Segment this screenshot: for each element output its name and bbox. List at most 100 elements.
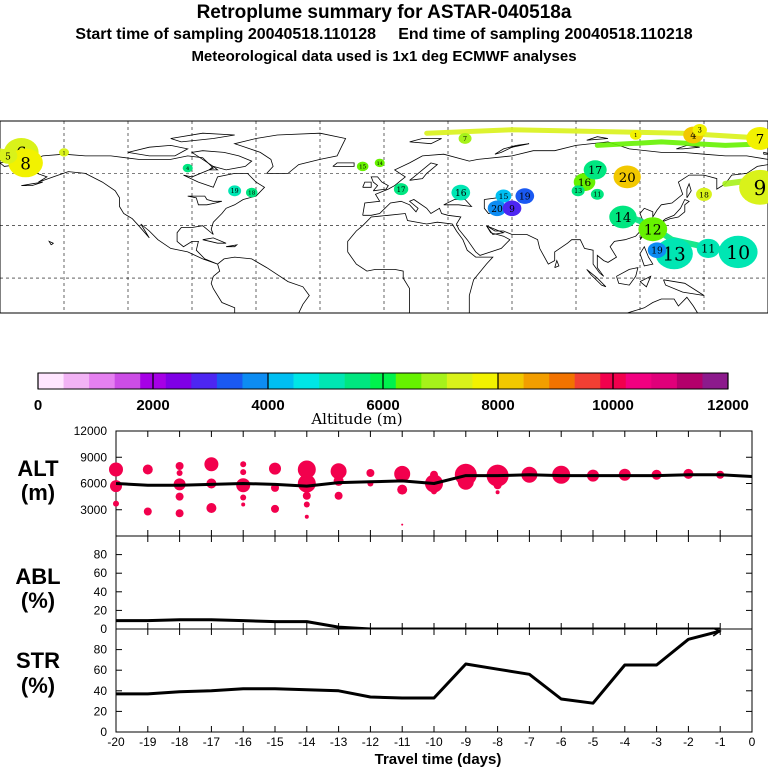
x-tick-label: -14 bbox=[298, 735, 316, 749]
series-line bbox=[115, 473, 753, 488]
alt-dot bbox=[493, 481, 502, 490]
plume-blob bbox=[629, 130, 642, 140]
plume-blob bbox=[487, 200, 507, 217]
colorbar-swatch bbox=[498, 373, 524, 389]
plume-day-label: 18 bbox=[248, 191, 256, 197]
coastline bbox=[362, 181, 372, 188]
plume-blob bbox=[739, 169, 768, 205]
plume-day-label: 10 bbox=[726, 242, 750, 264]
coastline bbox=[763, 151, 768, 155]
meteorological-data-line: Meteorological data used is 1x1 deg ECMW… bbox=[191, 48, 577, 65]
x-tick-label: -4 bbox=[619, 735, 630, 749]
plume-day-label: 19 bbox=[231, 188, 239, 195]
y-tick-label: 20 bbox=[94, 603, 108, 617]
plume-blob bbox=[58, 148, 70, 157]
x-axis-title: Travel time (days) bbox=[375, 751, 502, 768]
x-tick-label: 0 bbox=[749, 735, 756, 749]
plume-blob bbox=[393, 183, 409, 196]
colorbar-swatch bbox=[63, 373, 90, 389]
alt-dot bbox=[176, 470, 183, 476]
colorbar-swatch bbox=[446, 373, 473, 389]
map-grid bbox=[0, 121, 768, 313]
plume-blob bbox=[638, 217, 668, 242]
plume-blob bbox=[746, 127, 768, 150]
plume-blob bbox=[245, 187, 258, 198]
plume-blob bbox=[718, 235, 758, 269]
colorbar-swatch bbox=[89, 373, 115, 389]
str-unit-label: (%) bbox=[21, 673, 55, 698]
y-tick-label: 80 bbox=[94, 548, 108, 562]
coastline bbox=[208, 165, 219, 171]
plume-day-label: 14 bbox=[614, 211, 631, 226]
colorbar-swatch bbox=[165, 373, 192, 389]
colorbar-swatch bbox=[676, 373, 703, 389]
coastline bbox=[443, 199, 473, 208]
plume-centroid-labels: 6851191841514171615209197161720131114121… bbox=[0, 124, 768, 270]
colorbar-swatch bbox=[574, 373, 601, 389]
start-time-text: Start time of sampling 20040518.110128 bbox=[75, 26, 376, 43]
alt-dot bbox=[143, 507, 152, 516]
plume-blob bbox=[515, 188, 535, 204]
plume-day-label: 3 bbox=[697, 127, 701, 135]
end-time-text: End time of sampling 20040518.110218 bbox=[398, 26, 693, 43]
coastline bbox=[586, 269, 607, 288]
alt-dot bbox=[236, 478, 251, 493]
colorbar-swatch bbox=[38, 373, 64, 389]
colorbar-title: Altitude (m) bbox=[310, 410, 402, 428]
abl-panel: 0 20 40 60 80 bbox=[94, 535, 753, 636]
plume-day-label: 18 bbox=[699, 190, 709, 199]
plume-day-label: 5 bbox=[5, 152, 11, 162]
plume-track bbox=[594, 139, 768, 148]
plume-track bbox=[424, 127, 768, 141]
alt-panel: 3000 6000 9000 12000 bbox=[74, 424, 753, 537]
coastline bbox=[639, 245, 654, 267]
alt-dot bbox=[240, 461, 247, 468]
x-tick-label: -19 bbox=[139, 735, 157, 749]
plume-day-label: 17 bbox=[588, 164, 602, 177]
x-tick-label: -7 bbox=[524, 735, 535, 749]
coastline bbox=[127, 144, 189, 157]
sampling-time-line: Start time of sampling 20040518.110128 E… bbox=[0, 26, 768, 44]
map-coastlines bbox=[0, 132, 768, 314]
y-tick-label: 60 bbox=[94, 663, 108, 677]
colorbar-swatch bbox=[421, 373, 448, 389]
x-tick-label: -5 bbox=[588, 735, 599, 749]
plume-blob bbox=[583, 160, 607, 180]
plume-blob bbox=[458, 133, 472, 144]
coastline bbox=[347, 213, 494, 314]
world-map-panel: 6851191841514171615209197161720131114121… bbox=[0, 120, 768, 314]
x-tick-label: -17 bbox=[203, 735, 221, 749]
y-tick-label: 9000 bbox=[80, 450, 107, 464]
coastline bbox=[486, 225, 505, 235]
plume-day-label: 11 bbox=[701, 243, 715, 256]
coastline bbox=[586, 136, 609, 141]
plume-day-label: 15 bbox=[359, 165, 367, 171]
alt-dot bbox=[206, 503, 217, 513]
colorbar-swatch bbox=[549, 373, 575, 389]
colorbar-tick-label: 12000 bbox=[707, 397, 749, 414]
y-tick-label: 6000 bbox=[80, 477, 107, 491]
plume-day-label: 16 bbox=[455, 189, 467, 199]
colorbar-tick-label: 10000 bbox=[592, 397, 634, 414]
alt-dot bbox=[401, 523, 404, 526]
coastline bbox=[187, 195, 223, 206]
plume-day-label: 4 bbox=[690, 131, 696, 142]
coastline bbox=[616, 267, 639, 286]
abl-unit-label: (%) bbox=[21, 588, 55, 613]
alt-dot bbox=[175, 509, 184, 518]
coastline bbox=[21, 181, 43, 186]
colorbar-swatch bbox=[191, 373, 218, 389]
colorbar-swatch bbox=[268, 373, 294, 389]
y-tick-label: 40 bbox=[94, 684, 108, 698]
alt-dot bbox=[394, 465, 411, 482]
plume-day-label: 19 bbox=[651, 247, 663, 257]
x-tick-label: -1 bbox=[715, 735, 726, 749]
plume-day-label: 12 bbox=[644, 223, 662, 239]
plume-day-label: 1 bbox=[634, 133, 638, 139]
alt-label: ALT bbox=[17, 456, 59, 481]
plume-day-label: 11 bbox=[593, 192, 601, 199]
plume-blob bbox=[696, 187, 712, 201]
y-tick-label: 3000 bbox=[80, 503, 107, 517]
y-tick-label: 20 bbox=[94, 704, 108, 718]
